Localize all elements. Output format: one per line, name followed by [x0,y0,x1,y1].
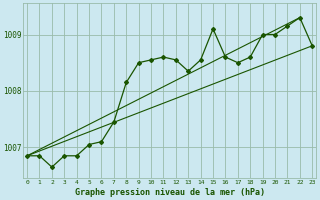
X-axis label: Graphe pression niveau de la mer (hPa): Graphe pression niveau de la mer (hPa) [75,188,265,197]
